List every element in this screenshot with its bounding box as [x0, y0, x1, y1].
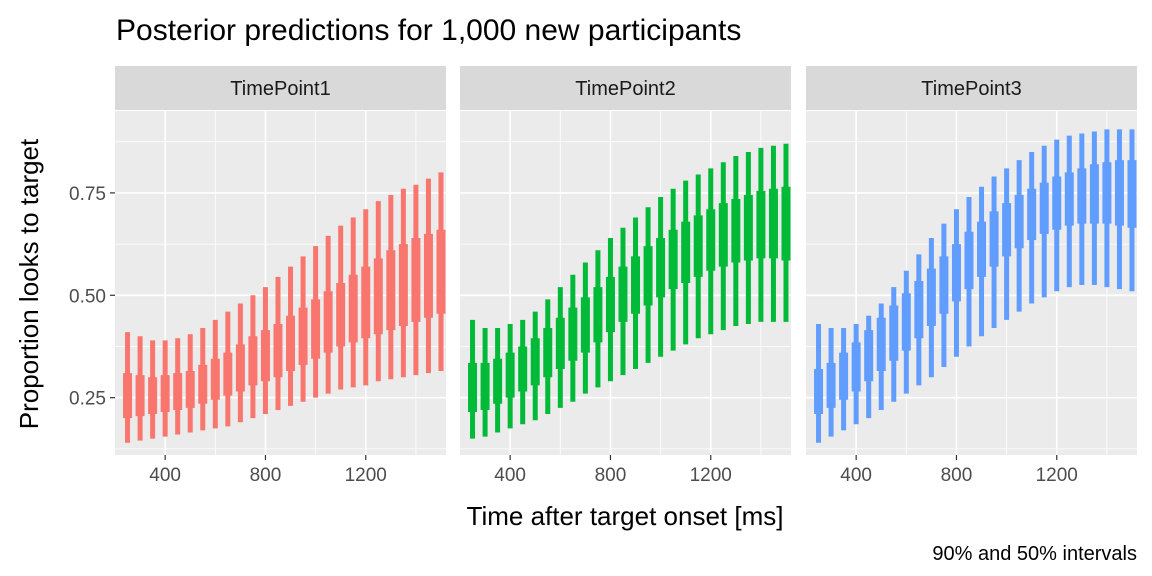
facet-panel-1: TimePoint1 400 800 1200: [115, 66, 446, 486]
x-tick-label: 400: [840, 465, 872, 486]
y-axis: 0.25 0.50 0.75: [69, 184, 115, 410]
y-tick-label: 0.50: [69, 286, 106, 307]
facet-strip: [115, 66, 446, 110]
y-tick-label: 0.75: [69, 184, 106, 205]
x-tick-label: 800: [595, 465, 627, 486]
x-tick-label: 1200: [345, 465, 387, 486]
x-tick-label: 400: [149, 465, 181, 486]
x-tick-label: 1200: [690, 465, 732, 486]
x-tick-label: 400: [494, 465, 526, 486]
x-tick-label: 800: [250, 465, 282, 486]
x-tick-label: 1200: [1036, 465, 1078, 486]
chart-caption: 90% and 50% intervals: [932, 543, 1137, 565]
facet-panel-2: TimePoint2 400 800 1200: [460, 66, 791, 486]
facet-strip: [460, 66, 791, 110]
facet-panel-3: TimePoint3 400 800 1200: [806, 66, 1137, 486]
chart-title: Posterior predictions for 1,000 new part…: [116, 14, 741, 47]
facet-strip-label: TimePoint3: [921, 78, 1021, 100]
facet-strip-label: TimePoint2: [575, 78, 675, 100]
facet-strip-label: TimePoint1: [230, 78, 330, 100]
facet-strip: [806, 66, 1137, 110]
facet-panels: TimePoint1 400 800 1200 TimePoint2 400 800 1200…: [115, 66, 1137, 486]
y-tick-label: 0.25: [69, 389, 106, 410]
x-tick-label: 800: [941, 465, 973, 486]
y-axis-title: Proportion looks to target: [14, 138, 44, 429]
x-axis-title: Time after target onset [ms]: [467, 501, 784, 531]
